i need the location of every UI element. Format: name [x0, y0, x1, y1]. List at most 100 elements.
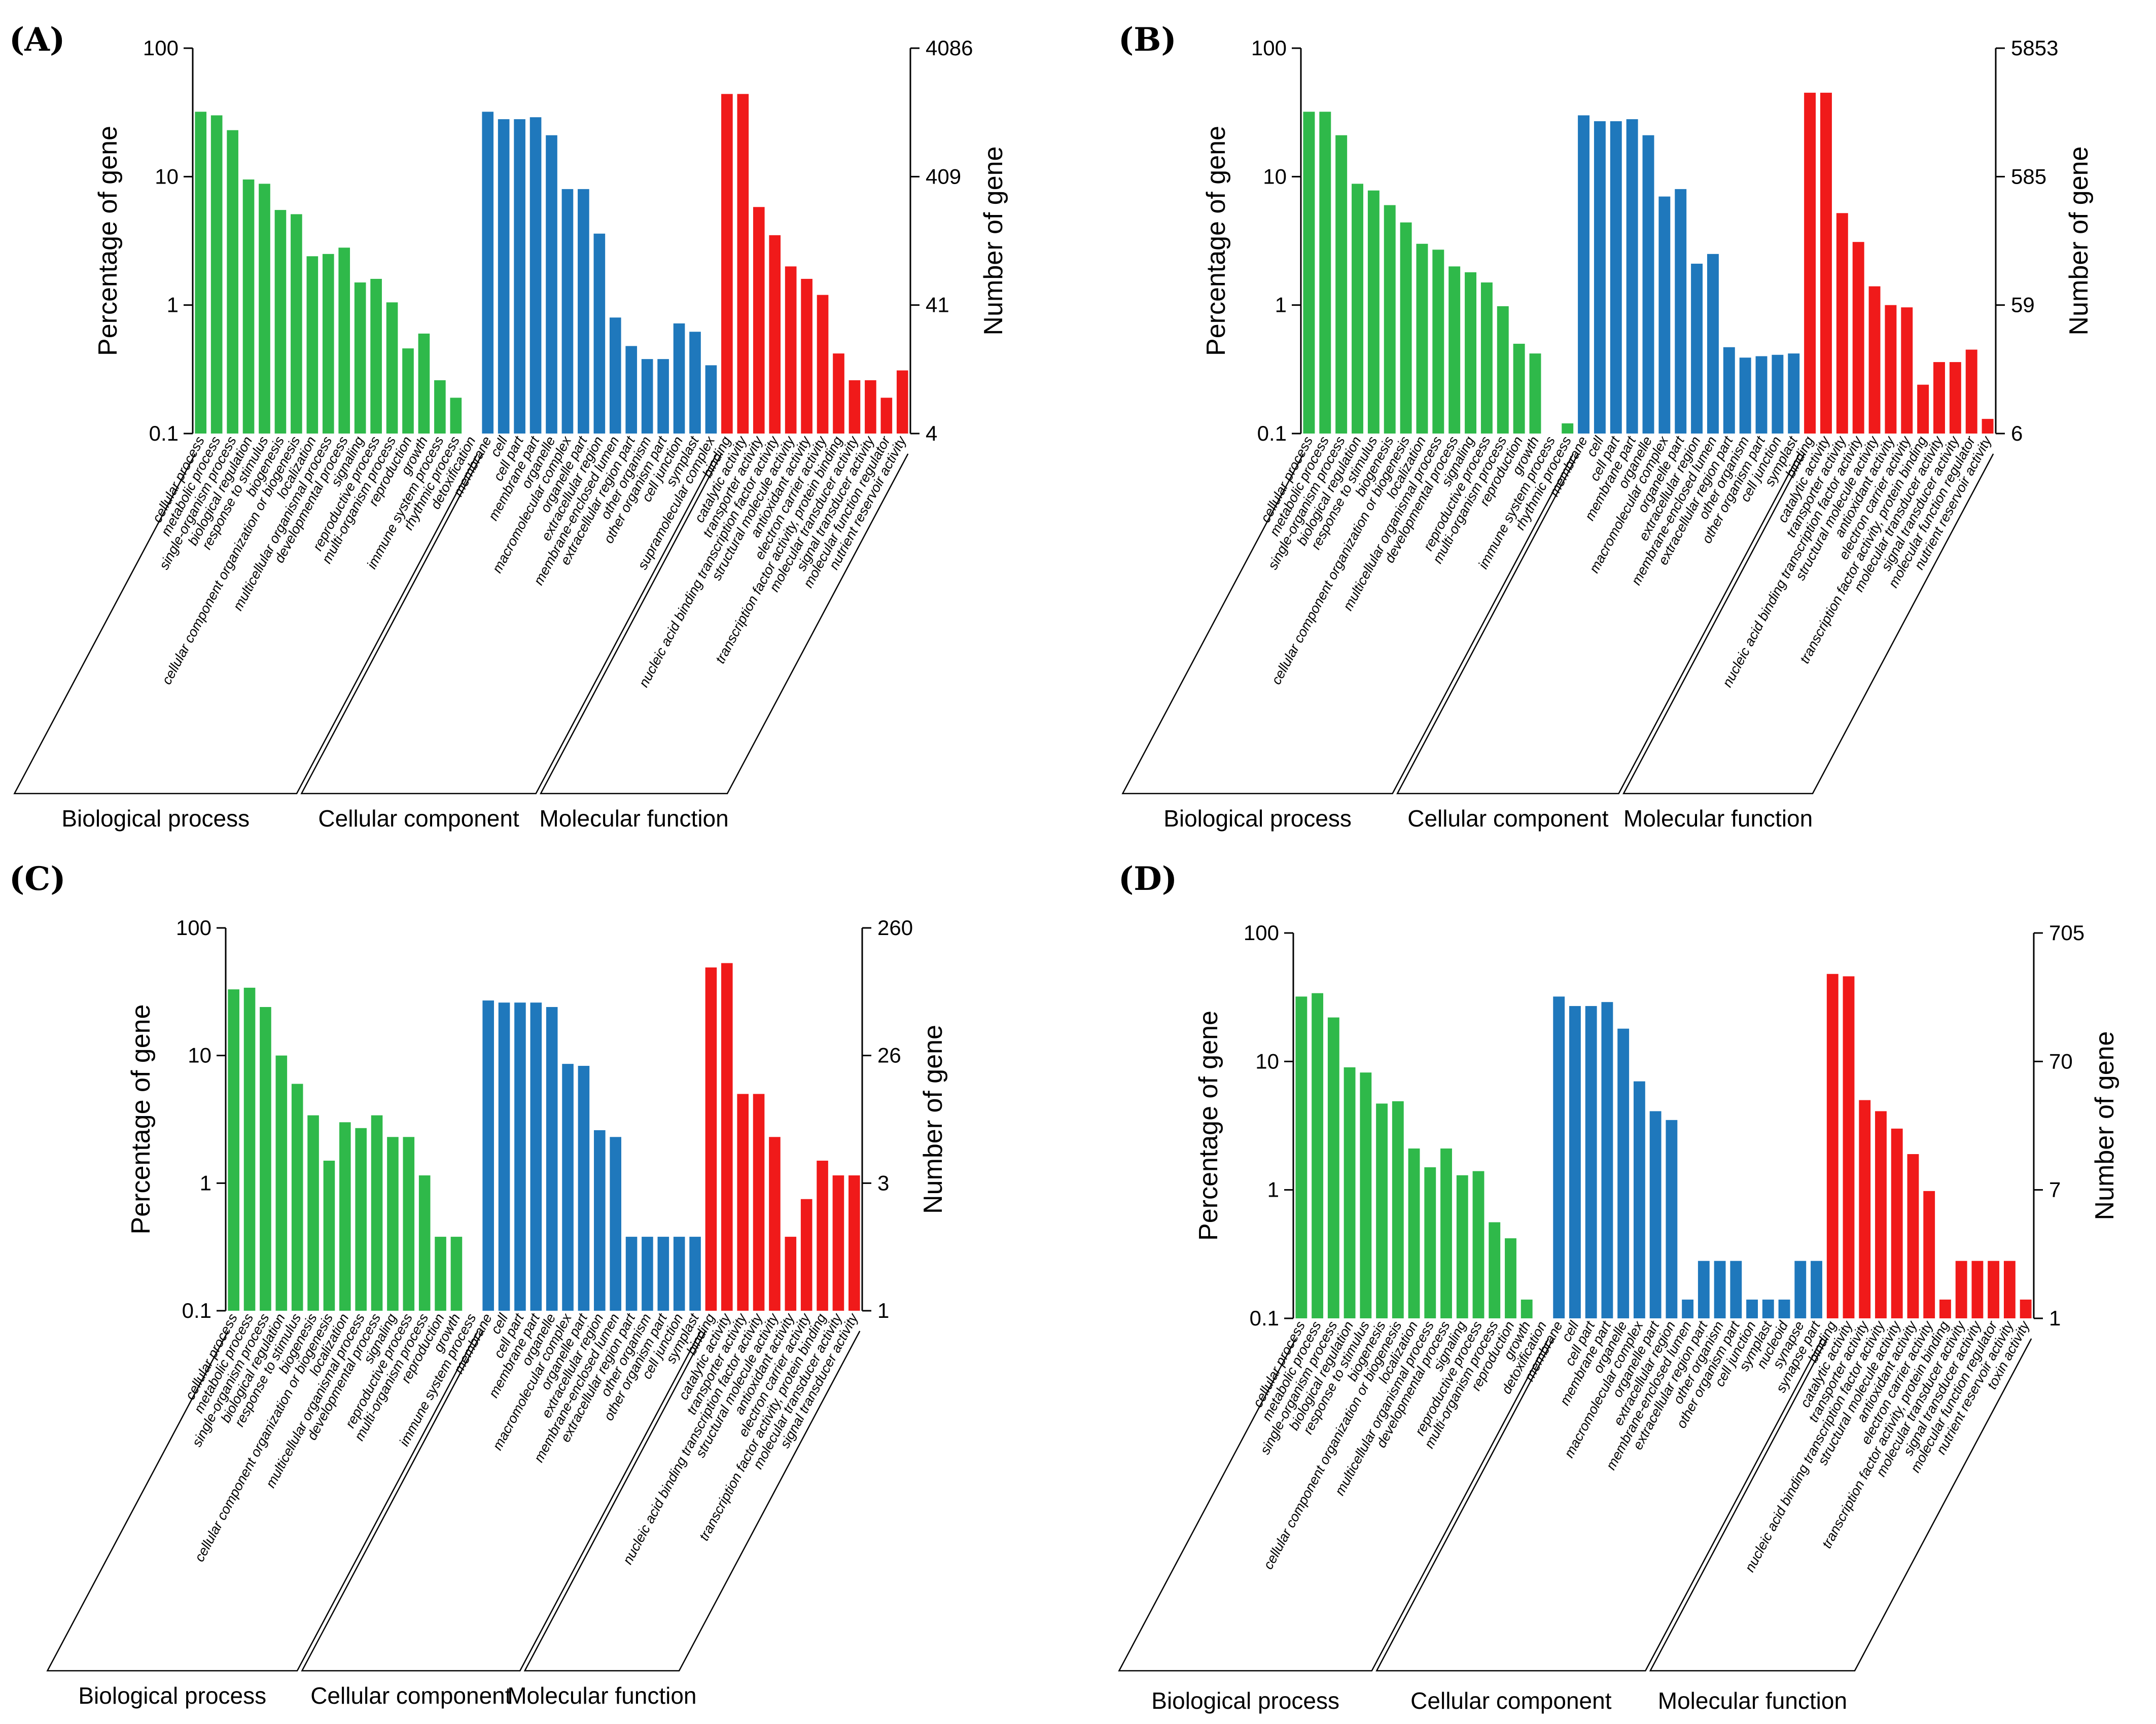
- bar: [1714, 1261, 1726, 1318]
- bar: [498, 1002, 510, 1311]
- group-label: Biological process: [1151, 1687, 1339, 1714]
- bar: [482, 1000, 494, 1311]
- y-tick-label: 100: [143, 36, 179, 60]
- bar: [1907, 1154, 1919, 1318]
- bar: [323, 1161, 335, 1311]
- bar: [817, 295, 829, 434]
- bar: [1939, 1299, 1951, 1318]
- bar: [1852, 242, 1864, 434]
- y2-tick-label: 26: [877, 1044, 901, 1067]
- group-label: Cellular component: [318, 805, 519, 832]
- bar: [593, 233, 606, 434]
- bar: [1794, 1261, 1807, 1318]
- bar: [1352, 184, 1363, 434]
- y-tick-label: 10: [1255, 1049, 1279, 1073]
- bar: [1746, 1299, 1758, 1318]
- bar: [259, 184, 270, 434]
- group-bracket: [301, 1331, 701, 1672]
- group-label: Cellular component: [1407, 805, 1609, 832]
- bar: [514, 1002, 526, 1311]
- bar: [625, 346, 638, 434]
- group-bracket: [1649, 1338, 2032, 1672]
- y2-tick-label: 4: [926, 421, 937, 445]
- bar: [1594, 121, 1606, 434]
- y2-tick-label: 7: [2049, 1178, 2061, 1202]
- bar: [1456, 1175, 1468, 1318]
- bar: [227, 130, 238, 434]
- group-label: Cellular component: [310, 1682, 512, 1709]
- bar: [865, 380, 876, 434]
- bar: [1666, 1120, 1678, 1318]
- bar: [498, 119, 510, 434]
- bar: [1335, 135, 1348, 434]
- bar: [1601, 1002, 1613, 1318]
- bar: [880, 398, 893, 434]
- bar: [1730, 1261, 1742, 1318]
- bar: [1578, 115, 1590, 434]
- group-bracket: [13, 453, 478, 795]
- bar: [785, 1237, 797, 1311]
- bar: [1788, 353, 1800, 434]
- bar: [1691, 264, 1703, 434]
- group-label: Molecular function: [1623, 805, 1813, 832]
- bar: [260, 1007, 271, 1311]
- bar: [1707, 254, 1719, 434]
- bar: [1529, 353, 1541, 434]
- y2-tick-label: 1: [877, 1299, 889, 1322]
- bar: [721, 963, 733, 1311]
- y-axis-title: Percentage of gene: [93, 126, 123, 356]
- bar: [1933, 362, 1945, 434]
- bar: [1843, 976, 1855, 1318]
- panel-label: (B): [1118, 21, 1177, 59]
- bar: [737, 1094, 749, 1311]
- group-label: Molecular function: [507, 1682, 696, 1709]
- bar: [482, 112, 494, 434]
- bar: [1513, 343, 1525, 434]
- bar: [530, 1002, 542, 1311]
- y-tick-label: 100: [1251, 36, 1287, 60]
- bar: [1319, 112, 1331, 434]
- panel-label: (D): [1118, 860, 1177, 898]
- bar: [274, 210, 287, 434]
- chart-panel-a: (A) 100 4086 10 409 1 41 0.1 4 Percentage of gene…: [9, 21, 1008, 832]
- group-bracket: [1396, 453, 1800, 795]
- bar: [721, 94, 733, 434]
- bar: [1303, 112, 1315, 434]
- y-tick-label: 0.1: [182, 1299, 211, 1322]
- bar: [2003, 1261, 2016, 1318]
- bar: [338, 247, 350, 434]
- bar: [849, 380, 861, 434]
- bar: [1400, 222, 1412, 434]
- bar: [1416, 243, 1428, 434]
- bar: [210, 115, 223, 434]
- y-tick-label: 1: [167, 293, 179, 317]
- bar: [514, 119, 525, 434]
- bar: [322, 254, 334, 434]
- bar: [418, 333, 430, 434]
- bar: [1440, 1148, 1452, 1318]
- group-label: Molecular function: [1658, 1687, 1847, 1714]
- bar: [1682, 1299, 1694, 1318]
- bar: [1982, 419, 1994, 434]
- bar: [641, 359, 653, 434]
- bar: [1408, 1148, 1420, 1318]
- chart-panel-c: (C) 100 260 10 26 1 3 0.1 1 Percentage of gene Num…: [9, 860, 948, 1709]
- bar: [1891, 1128, 1903, 1318]
- group-label: Molecular function: [539, 805, 728, 832]
- y2-tick-label: 6: [2011, 421, 2023, 445]
- group-bracket: [1375, 1338, 1823, 1672]
- y-tick-label: 10: [1263, 164, 1287, 188]
- y-tick-label: 100: [176, 916, 211, 940]
- bar: [371, 1115, 383, 1311]
- y2-axis-title: Number of gene: [979, 147, 1008, 336]
- bar: [673, 1237, 685, 1311]
- bar: [1610, 121, 1622, 434]
- bar: [339, 1122, 351, 1311]
- bar: [1465, 272, 1477, 434]
- bar: [578, 189, 589, 434]
- bar: [1327, 1017, 1339, 1318]
- bar: [673, 323, 685, 434]
- bar: [562, 1064, 574, 1311]
- bar: [896, 370, 908, 434]
